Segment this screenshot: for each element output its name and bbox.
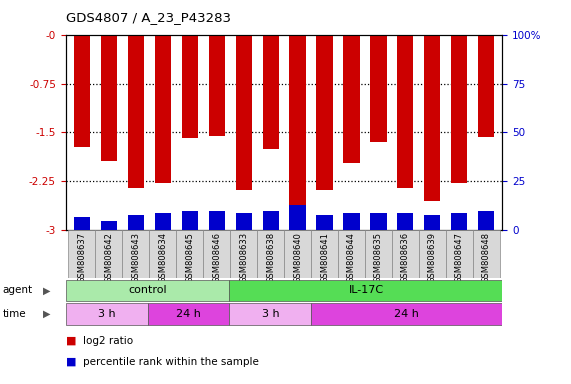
- Text: GSM808643: GSM808643: [131, 232, 140, 283]
- FancyBboxPatch shape: [473, 230, 500, 278]
- Text: log2 ratio: log2 ratio: [83, 336, 133, 346]
- FancyBboxPatch shape: [257, 230, 284, 278]
- Text: GSM808639: GSM808639: [428, 232, 437, 283]
- Text: percentile rank within the sample: percentile rank within the sample: [83, 357, 259, 367]
- Text: agent: agent: [3, 285, 33, 295]
- Bar: [316, 215, 332, 230]
- Text: 3 h: 3 h: [98, 309, 115, 319]
- FancyBboxPatch shape: [69, 230, 95, 278]
- Bar: [289, 205, 305, 230]
- Bar: [155, 213, 171, 230]
- Bar: [230, 280, 502, 301]
- Text: control: control: [128, 285, 167, 295]
- Text: GSM808636: GSM808636: [401, 232, 410, 283]
- FancyBboxPatch shape: [230, 230, 257, 278]
- Bar: [235, 35, 252, 190]
- FancyBboxPatch shape: [203, 230, 230, 278]
- Text: time: time: [3, 309, 26, 319]
- FancyBboxPatch shape: [419, 230, 446, 278]
- Text: GSM808645: GSM808645: [185, 232, 194, 283]
- Text: 24 h: 24 h: [176, 309, 201, 319]
- Bar: [289, 35, 305, 227]
- Bar: [397, 213, 413, 230]
- FancyBboxPatch shape: [338, 230, 365, 278]
- FancyBboxPatch shape: [176, 230, 203, 278]
- Bar: [451, 213, 468, 230]
- Text: GSM808648: GSM808648: [482, 232, 491, 283]
- Bar: [478, 211, 494, 230]
- Bar: [343, 213, 360, 230]
- Bar: [74, 217, 90, 230]
- Bar: [128, 215, 144, 230]
- FancyBboxPatch shape: [392, 230, 419, 278]
- Text: ■: ■: [66, 336, 76, 346]
- Bar: [263, 35, 279, 149]
- Bar: [316, 35, 332, 190]
- Bar: [343, 35, 360, 163]
- Bar: [230, 303, 311, 325]
- Text: GSM808634: GSM808634: [158, 232, 167, 283]
- Bar: [371, 213, 387, 230]
- Bar: [311, 303, 502, 325]
- Bar: [182, 35, 198, 138]
- Text: ■: ■: [66, 357, 76, 367]
- Text: GSM808647: GSM808647: [455, 232, 464, 283]
- Text: GSM808641: GSM808641: [320, 232, 329, 283]
- Text: GSM808642: GSM808642: [104, 232, 113, 283]
- Bar: [66, 280, 230, 301]
- Text: GSM808635: GSM808635: [374, 232, 383, 283]
- FancyBboxPatch shape: [284, 230, 311, 278]
- Text: GSM808646: GSM808646: [212, 232, 221, 283]
- Bar: [155, 35, 171, 184]
- Bar: [235, 213, 252, 230]
- Text: ▶: ▶: [43, 285, 50, 295]
- FancyBboxPatch shape: [95, 230, 122, 278]
- Bar: [424, 215, 440, 230]
- Bar: [451, 35, 468, 184]
- Bar: [208, 211, 225, 230]
- Text: GSM808637: GSM808637: [77, 232, 86, 283]
- Bar: [147, 303, 230, 325]
- FancyBboxPatch shape: [365, 230, 392, 278]
- Text: GSM808640: GSM808640: [293, 232, 302, 283]
- Text: 24 h: 24 h: [395, 309, 419, 319]
- Bar: [397, 35, 413, 188]
- Bar: [66, 303, 147, 325]
- Bar: [74, 35, 90, 147]
- Bar: [100, 35, 117, 161]
- Text: ▶: ▶: [43, 309, 50, 319]
- FancyBboxPatch shape: [149, 230, 176, 278]
- Bar: [208, 35, 225, 136]
- Text: IL-17C: IL-17C: [348, 285, 384, 295]
- Bar: [371, 35, 387, 142]
- Bar: [263, 211, 279, 230]
- Bar: [478, 35, 494, 137]
- Text: GDS4807 / A_23_P43283: GDS4807 / A_23_P43283: [66, 12, 231, 25]
- Text: GSM808638: GSM808638: [266, 232, 275, 283]
- Bar: [128, 35, 144, 188]
- Text: GSM808644: GSM808644: [347, 232, 356, 283]
- FancyBboxPatch shape: [446, 230, 473, 278]
- FancyBboxPatch shape: [311, 230, 338, 278]
- Bar: [100, 220, 117, 230]
- FancyBboxPatch shape: [122, 230, 149, 278]
- Bar: [424, 35, 440, 201]
- Text: 3 h: 3 h: [262, 309, 279, 319]
- Bar: [182, 211, 198, 230]
- Text: GSM808633: GSM808633: [239, 232, 248, 283]
